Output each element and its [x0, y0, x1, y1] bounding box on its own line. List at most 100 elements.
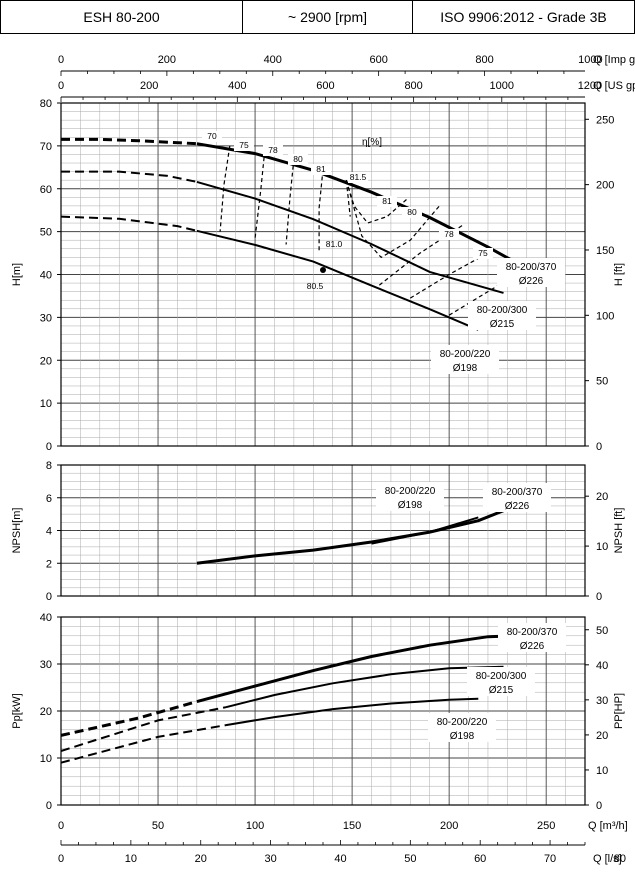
bep-marker	[320, 267, 326, 273]
power-series-dashed	[60, 700, 198, 737]
efficiency-point-label: 81.0	[326, 239, 343, 249]
head-series-label-sub: Ø198	[453, 363, 478, 374]
power-series-label-bg	[428, 713, 496, 742]
y-tick-label: 80	[40, 98, 52, 110]
head-series-line	[196, 180, 504, 294]
x-tick-label: 200	[440, 820, 458, 832]
y-right-tick-label: 20	[596, 730, 608, 742]
y-tick-label: 6	[46, 493, 52, 505]
efficiency-label-bg	[202, 131, 222, 142]
y-tick-label: 30	[40, 312, 52, 324]
head-series-label-bg	[431, 345, 499, 374]
efficiency-contour	[285, 158, 295, 245]
npsh-series-line	[371, 516, 479, 545]
power-series-label: 80-200/370	[507, 627, 558, 638]
power-series-line	[196, 633, 527, 704]
imp-gpm-axis-tick-label: 400	[264, 54, 282, 66]
power-series-dashed	[60, 706, 227, 752]
efficiency-label-bg	[439, 229, 459, 240]
us-gpm-axis-tick-label: 800	[404, 80, 422, 92]
y-tick-label: 0	[46, 441, 52, 453]
npsh-series-label-bg	[376, 482, 444, 511]
head-axis-label-right: H [ft]	[613, 263, 625, 286]
power-series-label-sub: Ø215	[489, 685, 514, 696]
power-series-label-bg	[467, 667, 535, 696]
y-right-tick-label: 40	[596, 660, 608, 672]
y-tick-label: 0	[46, 800, 52, 812]
npsh-axis-label-right: NPSH [ft]	[613, 508, 625, 554]
head-series-label-sub: Ø215	[490, 319, 515, 330]
efficiency-label: 81	[382, 196, 392, 206]
npsh-series-label-sub: Ø198	[398, 500, 423, 511]
y-right-tick-label: 10	[596, 765, 608, 777]
imp-gpm-axis-tick-label: 1000	[578, 54, 602, 66]
us-gpm-axis-tick-label: 1000	[490, 80, 514, 92]
head-series-label: 80-200/300	[477, 305, 528, 316]
power-series-label-sub: Ø226	[520, 641, 545, 652]
y-tick-label: 70	[40, 141, 52, 153]
npsh-series-label: 80-200/220	[385, 486, 436, 497]
us-gpm-axis-tick-label: 0	[58, 80, 64, 92]
y-tick-label: 30	[40, 659, 52, 671]
y-right-tick-label: 100	[596, 310, 614, 322]
efficiency-label: 80	[293, 154, 303, 164]
head-series-line	[196, 229, 479, 331]
y-tick-label: 2	[46, 558, 52, 570]
ls-axis-title: Q [l/s]	[593, 853, 622, 865]
efficiency-contour	[448, 267, 528, 316]
efficiency-label-bg	[311, 164, 331, 175]
efficiency-contour	[345, 180, 440, 259]
ls-axis-tick-label: 20	[195, 853, 207, 865]
head-series-label: 80-200/370	[506, 262, 557, 273]
us-gpm-axis-tick-label: 1200	[578, 80, 602, 92]
y-right-tick-label: 150	[596, 245, 614, 257]
ls-axis-tick-label: 10	[125, 853, 137, 865]
head-series-dashed	[61, 137, 197, 146]
efficiency-label: 81.5	[350, 172, 367, 182]
head-series-label-sub: Ø226	[519, 276, 544, 287]
npsh-series-label-bg	[483, 483, 551, 512]
efficiency-contour	[219, 145, 231, 232]
x-tick-label: 50	[152, 820, 164, 832]
y-tick-label: 8	[46, 460, 52, 472]
power-series-dashed	[60, 724, 227, 764]
ls-axis-tick-label: 0	[58, 853, 64, 865]
x-tick-label: 150	[343, 820, 361, 832]
efficiency-label: 78	[268, 145, 278, 155]
npsh-axis-label-left: NPSH[m]	[11, 508, 23, 554]
power-axis-label-left: Pp[kW]	[11, 693, 23, 728]
power-series-line	[225, 665, 504, 709]
y-right-tick-label: 0	[596, 591, 602, 603]
efficiency-label-bg	[473, 248, 493, 259]
power-series-label-sub: Ø198	[450, 731, 475, 742]
head-series-label-bg	[468, 301, 536, 330]
power-series-label: 80-200/220	[437, 717, 488, 728]
ls-axis-tick-label: 80	[614, 853, 626, 865]
npsh-series-label-sub: Ø226	[505, 501, 530, 512]
y-tick-label: 40	[40, 612, 52, 624]
ls-axis-tick-label: 70	[544, 853, 556, 865]
ls-axis-tick-label: 60	[474, 853, 486, 865]
imp-gpm-axis-tick-label: 800	[475, 54, 493, 66]
us-gpm-axis-title: Q [US gpm]	[593, 80, 635, 92]
efficiency-label: 78	[444, 229, 454, 239]
y-tick-label: 40	[40, 270, 52, 282]
power-series-label: 80-200/300	[476, 671, 527, 682]
y-right-tick-label: 50	[596, 376, 608, 388]
head-series-dashed	[60, 215, 198, 232]
us-gpm-axis-tick-label: 400	[228, 80, 246, 92]
efficiency-contour	[254, 150, 266, 239]
ls-axis-tick-label: 50	[404, 853, 416, 865]
us-gpm-axis-tick-label: 200	[140, 80, 158, 92]
efficiency-label-bg	[288, 154, 308, 165]
model-cell: ESH 80-200	[1, 1, 243, 33]
power-series-line	[225, 697, 479, 727]
efficiency-label: 75	[239, 140, 249, 150]
efficiency-label: 81	[316, 164, 326, 174]
head-series-label: 80-200/220	[440, 349, 491, 360]
imp-gpm-axis-tick-label: 0	[58, 54, 64, 66]
us-gpm-axis-tick-label: 600	[316, 80, 334, 92]
head-series-label-bg	[497, 258, 565, 287]
header-bar: ESH 80-200 ~ 2900 [rpm] ISO 9906:2012 - …	[0, 0, 635, 34]
x-tick-label: 250	[537, 820, 555, 832]
